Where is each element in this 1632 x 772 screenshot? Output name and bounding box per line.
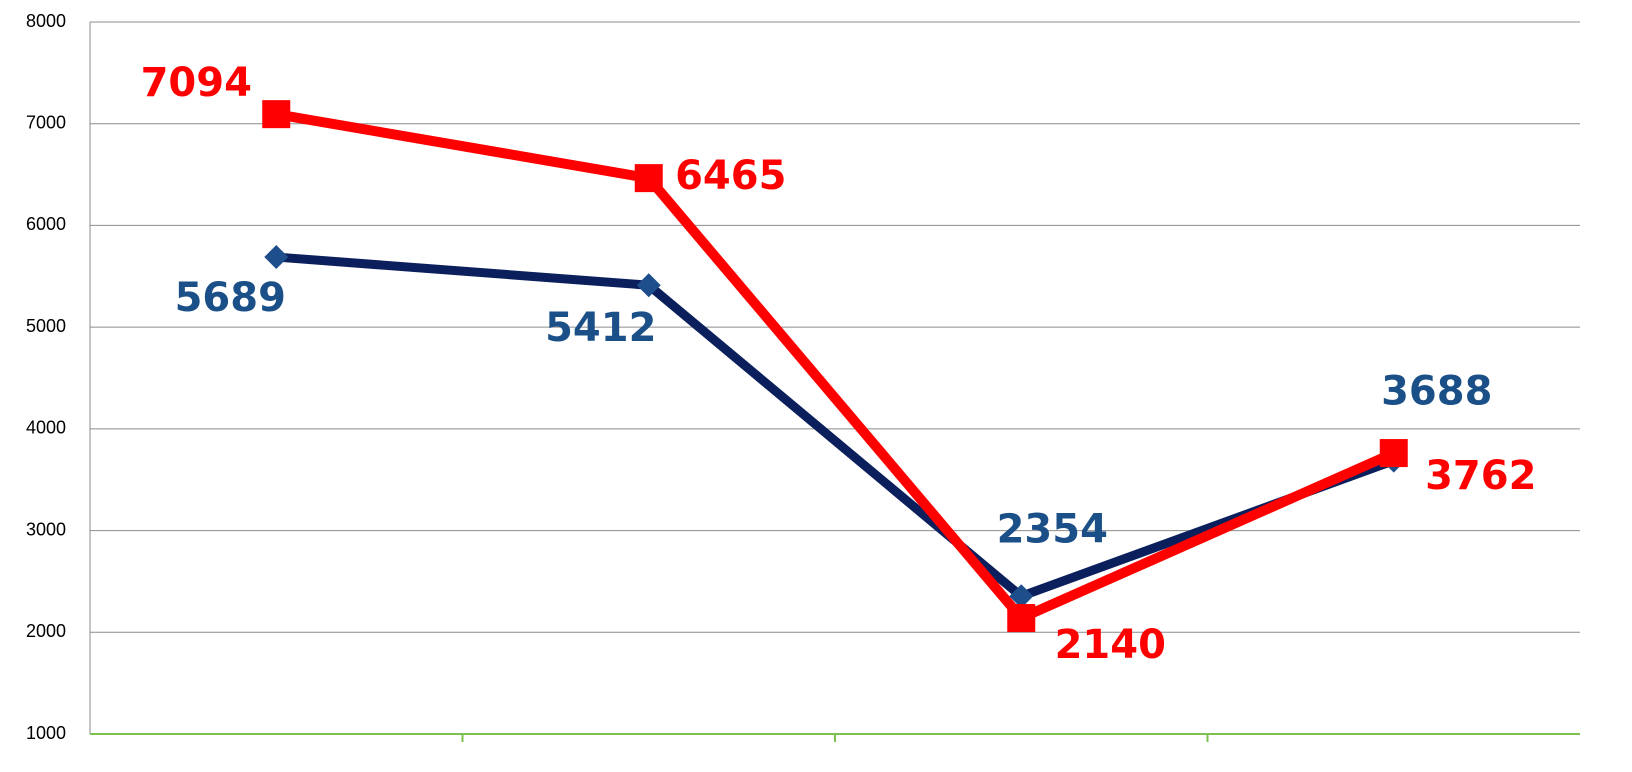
y-tick-label: 6000 (26, 214, 66, 234)
series-line (275, 109, 1396, 624)
marker (1007, 604, 1036, 633)
marker (634, 164, 663, 193)
y-tick-label: 1000 (26, 723, 66, 743)
data-label: 3688 (1381, 369, 1492, 415)
y-tick-label: 2000 (26, 621, 66, 641)
data-label: 6465 (675, 153, 786, 199)
data-label: 2140 (1055, 622, 1166, 668)
marker (264, 245, 289, 270)
data-label: 5689 (175, 275, 286, 321)
marker (262, 100, 291, 129)
series-line (275, 252, 1396, 601)
data-label: 7094 (141, 60, 252, 106)
data-label: 2354 (997, 506, 1108, 552)
marker (636, 273, 661, 298)
y-tick-label: 3000 (26, 519, 66, 539)
data-label: 5412 (545, 305, 656, 351)
y-tick-label: 7000 (26, 112, 66, 132)
data-label: 3762 (1425, 453, 1536, 499)
y-tick-label: 8000 (26, 11, 66, 31)
y-tick-label: 4000 (26, 418, 66, 438)
marker (1379, 439, 1408, 468)
marker (1009, 584, 1034, 609)
y-tick-label: 5000 (26, 316, 66, 336)
